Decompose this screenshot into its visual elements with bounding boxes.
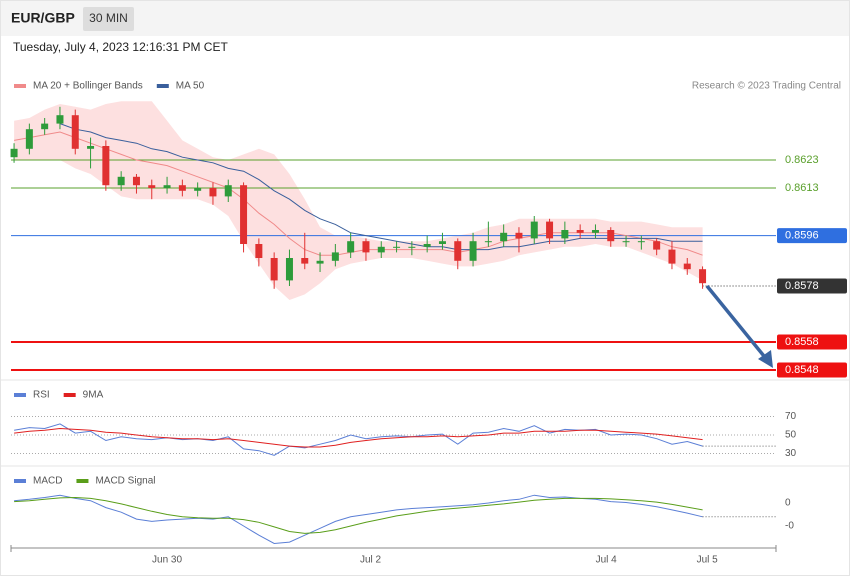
- symbol: EUR/GBP: [11, 10, 75, 26]
- legend-label: MACD Signal: [95, 476, 155, 487]
- candle-body: [10, 148, 18, 158]
- level-label: 0.8548: [785, 364, 819, 376]
- candle-body: [377, 246, 385, 253]
- header-bar: [1, 1, 849, 36]
- candle-body: [163, 185, 171, 188]
- legend-swatch: [156, 84, 169, 88]
- candle-body: [224, 185, 232, 197]
- forecast-arrow-head: [758, 350, 773, 368]
- candle-body: [25, 129, 33, 149]
- candle-body: [347, 241, 355, 253]
- y-tick-label: 30: [785, 448, 797, 459]
- candle-body: [56, 115, 64, 124]
- series-line: [14, 427, 703, 448]
- candle-body: [87, 146, 95, 149]
- candle-body: [362, 241, 370, 253]
- candle-body: [469, 241, 477, 261]
- candle-body: [637, 241, 645, 243]
- legend-swatch: [63, 393, 76, 397]
- forecast-arrow: [705, 284, 770, 363]
- candle-body: [132, 176, 140, 186]
- candle-body: [194, 188, 202, 191]
- candle-body: [255, 244, 263, 258]
- candle-body: [285, 258, 293, 281]
- candle-body: [316, 260, 324, 264]
- candle-body: [530, 221, 538, 239]
- candle-body: [515, 232, 523, 239]
- candle-body: [561, 230, 569, 239]
- candle-body: [301, 258, 309, 264]
- candle-body: [393, 246, 401, 248]
- candle-body: [240, 185, 248, 244]
- level-label: 0.8613: [785, 182, 819, 194]
- level-label: 0.8596: [785, 230, 819, 242]
- candle-body: [699, 269, 707, 284]
- candle-body: [576, 230, 584, 233]
- candle-body: [178, 185, 186, 191]
- candle-body: [331, 252, 339, 261]
- x-tick-label: Jul 2: [360, 555, 382, 566]
- legend-label: MA 20 + Bollinger Bands: [33, 81, 143, 92]
- legend-label: MACD: [33, 476, 62, 487]
- x-tick-label: Jul 4: [596, 555, 618, 566]
- y-tick-label: -0: [785, 521, 794, 532]
- candle-body: [607, 230, 615, 242]
- candle-body: [71, 115, 79, 149]
- legend-label: 9MA: [83, 390, 104, 401]
- candle-body: [591, 230, 599, 233]
- credit: Research © 2023 Trading Central: [692, 81, 841, 92]
- candle-body: [102, 146, 110, 186]
- level-label-box: [777, 362, 847, 378]
- candle-body: [484, 241, 492, 243]
- candle-body: [148, 185, 156, 188]
- legend-swatch: [14, 479, 26, 483]
- legend-swatch: [14, 84, 26, 88]
- level-label: 0.8623: [785, 154, 819, 166]
- interval: 30 MIN: [89, 11, 128, 25]
- candle-body: [653, 241, 661, 250]
- series-line: [14, 131, 703, 256]
- plot-layer: 0.8623 0.8613 0.8596 0.8578 0.8558 0.8548 MA 2…: [10, 81, 847, 566]
- level-label-box: [777, 278, 847, 294]
- candle-body: [209, 188, 217, 197]
- y-tick-label: 50: [785, 430, 797, 441]
- candle-body: [683, 263, 691, 270]
- legend-swatch: [76, 479, 89, 483]
- y-tick-label: 0: [785, 498, 791, 509]
- x-tick-label: Jun 30: [152, 555, 182, 566]
- timestamp: Tuesday, July 4, 2023 12:16:31 PM CET: [13, 40, 228, 54]
- candle-body: [438, 241, 446, 244]
- level-label-box: [777, 334, 847, 350]
- series-line: [14, 496, 703, 534]
- legend-label: RSI: [33, 390, 50, 401]
- candle-body: [270, 258, 278, 281]
- level-label-box: [777, 228, 847, 244]
- candle-body: [117, 176, 125, 186]
- y-tick-label: 70: [785, 411, 797, 422]
- legend-swatch: [14, 393, 26, 397]
- candle-body: [423, 244, 431, 247]
- bollinger-band: [14, 101, 703, 300]
- interval-badge: [83, 7, 134, 31]
- candle-body: [622, 241, 630, 243]
- candle-body: [500, 232, 508, 242]
- x-tick-label: Jul 5: [697, 555, 719, 566]
- candle-body: [41, 123, 49, 130]
- candle-body: [454, 241, 462, 261]
- candle-body: [408, 246, 416, 248]
- level-label: 0.8578: [785, 280, 819, 292]
- legend-label: MA 50: [176, 81, 205, 92]
- candle-body: [546, 221, 554, 239]
- level-label: 0.8558: [785, 336, 819, 348]
- candle-body: [668, 249, 676, 264]
